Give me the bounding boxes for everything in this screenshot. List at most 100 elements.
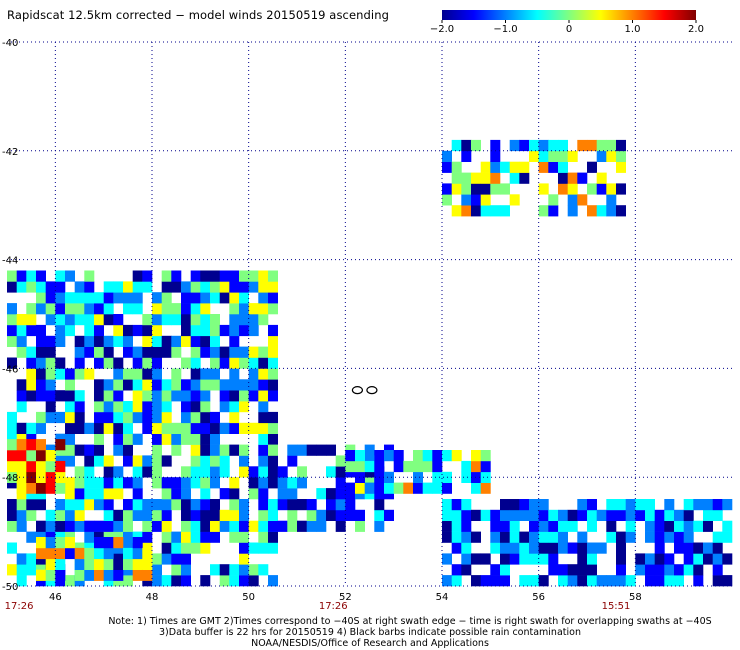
x-tick-label: 54 bbox=[436, 592, 449, 603]
data-cell bbox=[229, 422, 240, 434]
data-cell bbox=[258, 411, 269, 424]
colorbar-tick-label: 0 bbox=[566, 24, 572, 35]
data-cell bbox=[616, 531, 626, 543]
data-cell bbox=[210, 422, 220, 434]
data-cell bbox=[113, 292, 124, 304]
data-cell bbox=[152, 564, 162, 576]
data-cell bbox=[558, 509, 568, 521]
data-cell bbox=[123, 422, 133, 434]
data-cell bbox=[335, 520, 346, 532]
data-cell bbox=[297, 520, 307, 532]
data-cell bbox=[239, 564, 249, 576]
data-cell bbox=[471, 450, 481, 462]
data-cell bbox=[625, 531, 636, 543]
data-cell bbox=[132, 509, 143, 521]
data-cell bbox=[461, 553, 472, 565]
data-cell bbox=[36, 411, 46, 424]
data-cell bbox=[451, 542, 462, 554]
data-cell bbox=[297, 444, 307, 456]
data-cell bbox=[471, 553, 481, 565]
data-cell bbox=[287, 477, 298, 489]
data-cell bbox=[200, 411, 211, 424]
data-cell bbox=[268, 292, 278, 304]
data-cell bbox=[55, 335, 66, 347]
data-cell bbox=[171, 281, 182, 293]
data-cell bbox=[142, 401, 153, 413]
data-cell bbox=[74, 346, 85, 358]
data-cell bbox=[509, 542, 520, 554]
data-cell bbox=[567, 205, 578, 217]
data-cell bbox=[480, 161, 491, 173]
data-cell bbox=[258, 314, 269, 326]
data-cell bbox=[113, 335, 124, 347]
data-cell bbox=[248, 379, 259, 391]
data-cell bbox=[45, 357, 56, 369]
data-cell bbox=[500, 531, 510, 543]
data-cell bbox=[123, 477, 133, 489]
data-cell bbox=[161, 422, 172, 434]
data-cell bbox=[181, 314, 191, 326]
data-cell bbox=[451, 172, 462, 184]
data-cell bbox=[548, 205, 559, 217]
data-cell bbox=[393, 450, 404, 462]
data-cell bbox=[113, 411, 124, 424]
data-cell bbox=[538, 499, 549, 511]
data-cell bbox=[94, 422, 104, 434]
data-cell bbox=[248, 390, 259, 402]
data-cell bbox=[74, 314, 85, 326]
data-cell bbox=[693, 542, 704, 554]
data-cell bbox=[393, 460, 404, 473]
data-cell bbox=[132, 324, 143, 337]
data-cell bbox=[335, 509, 346, 521]
data-cell bbox=[548, 564, 559, 576]
data-cell bbox=[219, 444, 230, 456]
data-cell bbox=[567, 150, 578, 162]
data-cell bbox=[712, 509, 723, 521]
data-cell bbox=[123, 335, 133, 347]
data-cell bbox=[161, 401, 172, 413]
data-cell bbox=[190, 292, 201, 304]
data-cell bbox=[161, 542, 172, 554]
data-cell bbox=[171, 542, 182, 554]
data-cell bbox=[219, 390, 230, 402]
data-cell bbox=[654, 564, 665, 576]
data-cell bbox=[451, 139, 462, 152]
data-cell bbox=[606, 139, 617, 152]
data-cell bbox=[55, 537, 66, 549]
data-cell bbox=[152, 433, 162, 445]
data-cell bbox=[94, 547, 104, 560]
data-cell bbox=[123, 433, 133, 445]
data-cell bbox=[103, 411, 114, 424]
data-cell bbox=[268, 346, 278, 358]
data-cell bbox=[190, 357, 201, 369]
data-cell bbox=[500, 509, 510, 521]
data-cell bbox=[258, 520, 269, 532]
data-cell bbox=[181, 390, 191, 402]
data-cell bbox=[635, 499, 646, 511]
data-cell bbox=[190, 270, 201, 282]
data-cell bbox=[171, 477, 182, 489]
data-cell bbox=[480, 194, 491, 206]
data-cell bbox=[123, 292, 133, 304]
data-cell bbox=[84, 477, 95, 489]
data-cell bbox=[722, 520, 733, 532]
data-cell bbox=[161, 335, 172, 347]
data-cell bbox=[703, 542, 713, 554]
data-cell bbox=[103, 401, 114, 413]
data-cell bbox=[500, 575, 510, 587]
data-cell bbox=[268, 433, 278, 445]
data-cell bbox=[451, 509, 462, 521]
data-cell bbox=[345, 482, 356, 494]
data-cell bbox=[248, 564, 259, 576]
data-cell bbox=[606, 531, 617, 543]
data-cell bbox=[123, 455, 133, 467]
data-cell bbox=[306, 444, 317, 456]
data-cell bbox=[519, 499, 530, 511]
y-tick-label: -46 bbox=[2, 364, 18, 375]
data-cell bbox=[693, 520, 704, 532]
data-cell bbox=[200, 520, 211, 532]
data-cell bbox=[55, 281, 66, 293]
data-cell bbox=[113, 537, 124, 549]
data-cell bbox=[384, 450, 394, 462]
data-cell bbox=[674, 509, 684, 521]
